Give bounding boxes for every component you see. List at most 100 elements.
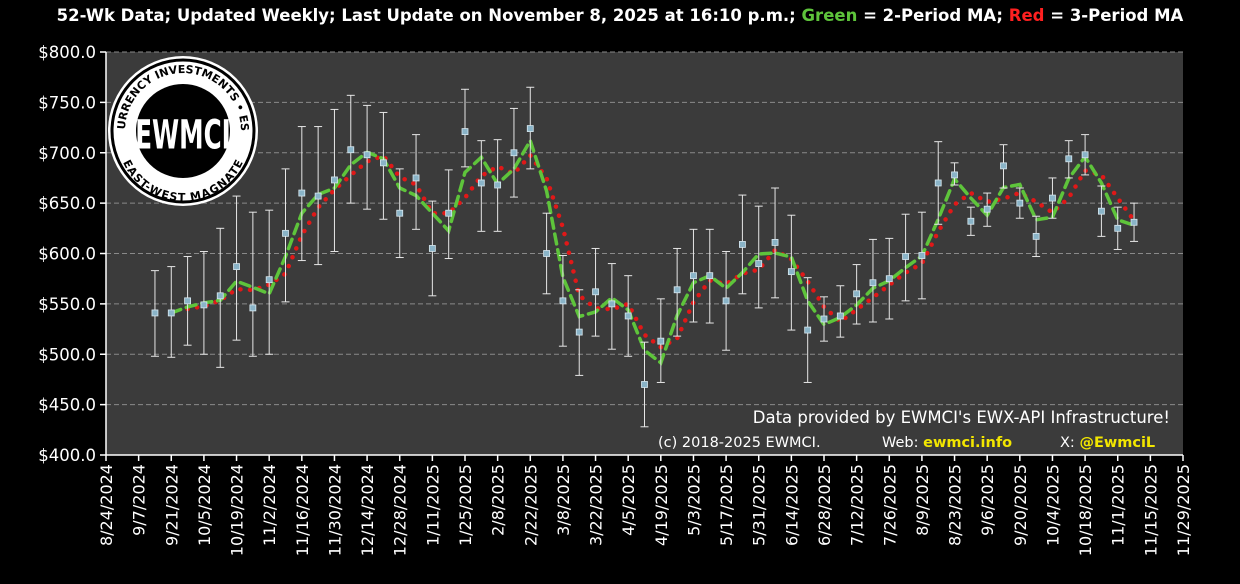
x-tick-label: 3/8/2025 [554, 464, 573, 536]
x-axis: 8/24/2024 9/7/2024 9/21/2024 10/5/2024 10/19… [97, 454, 1193, 556]
data-point [363, 151, 371, 159]
x-tick-label: 11/16/2024 [293, 464, 312, 556]
x-tick-label: 11/30/2024 [325, 464, 344, 556]
x-tick-label: 11/2/2024 [260, 464, 279, 546]
data-point [804, 326, 812, 334]
data-point [184, 297, 191, 305]
x-tick-label: 2/8/2025 [489, 464, 508, 536]
logo-center-text: EWMCI [135, 111, 231, 158]
data-point [559, 297, 567, 305]
x-tick-label: 7/12/2025 [848, 464, 867, 546]
data-point [1130, 218, 1138, 226]
data-point [836, 312, 844, 320]
data-point [1049, 194, 1056, 202]
y-tick-label: $650.0 [38, 194, 96, 213]
x-tick-label: 4/19/2025 [652, 464, 671, 546]
x-tick-label: 12/28/2024 [391, 464, 410, 556]
ma2-polyline [169, 136, 1136, 366]
data-point [820, 315, 828, 323]
data-point [755, 260, 763, 267]
data-point [1032, 232, 1040, 240]
x-tick-label: 9/20/2025 [1011, 464, 1030, 546]
data-point [526, 125, 534, 132]
x-tick-label: 5/3/2025 [684, 464, 703, 536]
web-label: Web: [882, 435, 923, 451]
data-point [624, 312, 632, 320]
data-point [167, 309, 175, 317]
x-tick-label: 3/22/2025 [587, 464, 606, 546]
x-tick-label: 8/23/2025 [946, 464, 965, 546]
data-point [347, 146, 355, 154]
data-point [380, 159, 387, 167]
y-tick-label: $700.0 [38, 144, 96, 163]
data-point [983, 205, 991, 213]
copyright-text: (c) 2018-2025 EWMCI. [658, 435, 821, 451]
data-point [885, 275, 893, 283]
data-point [1098, 207, 1105, 215]
title-red-rest: = 3-Period MA [1044, 6, 1184, 25]
data-point [608, 300, 616, 308]
data-point [412, 174, 420, 182]
data-point [314, 192, 322, 200]
credits-line-1: Data provided by EWMCI's EWX-API Infrast… [753, 408, 1170, 427]
data-point [265, 276, 273, 284]
x-tick-label: 11/15/2025 [1141, 464, 1160, 556]
y-tick-label: $450.0 [38, 396, 96, 415]
x-tick-label: 6/28/2025 [815, 464, 834, 546]
x-tick-label: 10/4/2025 [1043, 464, 1062, 546]
x-tick-label: 1/11/2025 [423, 464, 442, 546]
x-handle-link[interactable]: @EwmciL [1079, 435, 1155, 451]
x-tick-label: 12/14/2024 [358, 464, 377, 556]
data-point [282, 229, 289, 237]
x-tick-label: 1/25/2025 [456, 464, 475, 546]
title-red-word: Red [1008, 6, 1045, 25]
x-tick-label: 11/1/2025 [1109, 464, 1128, 546]
data-point [249, 304, 257, 312]
data-point [739, 241, 746, 248]
x-tick-label: 10/5/2024 [195, 464, 214, 546]
x-tick-label: 10/18/2025 [1076, 464, 1095, 556]
x-tick-label: 10/19/2024 [228, 464, 247, 556]
data-point [543, 250, 550, 257]
x-tick-label: 5/31/2025 [750, 464, 769, 546]
data-point [233, 263, 240, 270]
data-point [706, 272, 714, 280]
data-point [1065, 155, 1073, 163]
data-point [934, 179, 942, 187]
x-tick-label: 6/14/2025 [782, 464, 801, 546]
data-point [869, 279, 877, 287]
x-credit: X: @EwmciL [1060, 435, 1155, 451]
data-point [428, 245, 436, 252]
x-tick-label: 5/17/2025 [717, 464, 736, 546]
data-point [902, 253, 909, 260]
x-tick-label: 11/29/2025 [1174, 464, 1193, 556]
data-point [1081, 151, 1089, 159]
title-prefix: 52-Wk Data; Updated Weekly; Last Update … [56, 6, 802, 25]
title-green-rest: = 2-Period MA; [857, 6, 1009, 25]
x-tick-label: 9/6/2025 [978, 464, 997, 536]
data-points [151, 125, 1138, 388]
data-point [592, 288, 599, 296]
y-tick-label: $600.0 [38, 245, 96, 264]
chart-title: 52-Wk Data; Updated Weekly; Last Update … [0, 6, 1240, 25]
web-link[interactable]: ewmci.info [923, 435, 1012, 451]
web-credit: Web: ewmci.info [882, 435, 1012, 451]
data-point [787, 268, 795, 276]
y-tick-label: $750.0 [38, 93, 96, 112]
data-point [477, 179, 485, 187]
data-point [951, 171, 958, 179]
y-tick-label: $500.0 [38, 345, 96, 364]
data-point [722, 297, 730, 305]
data-point [575, 328, 583, 336]
x-tick-label: 8/24/2024 [97, 464, 116, 546]
data-point [657, 337, 665, 345]
data-point [396, 209, 404, 217]
data-point [216, 292, 224, 300]
y-tick-label: $800.0 [38, 43, 96, 62]
y-tick-label: $400.0 [38, 446, 96, 465]
ma2-line [169, 136, 1136, 366]
data-point [445, 209, 453, 217]
x-label: X: [1060, 435, 1079, 451]
ewmci-logo: CRYPTOCURRENCY INVESTMENTS • EST. 2018 •… [108, 56, 258, 206]
